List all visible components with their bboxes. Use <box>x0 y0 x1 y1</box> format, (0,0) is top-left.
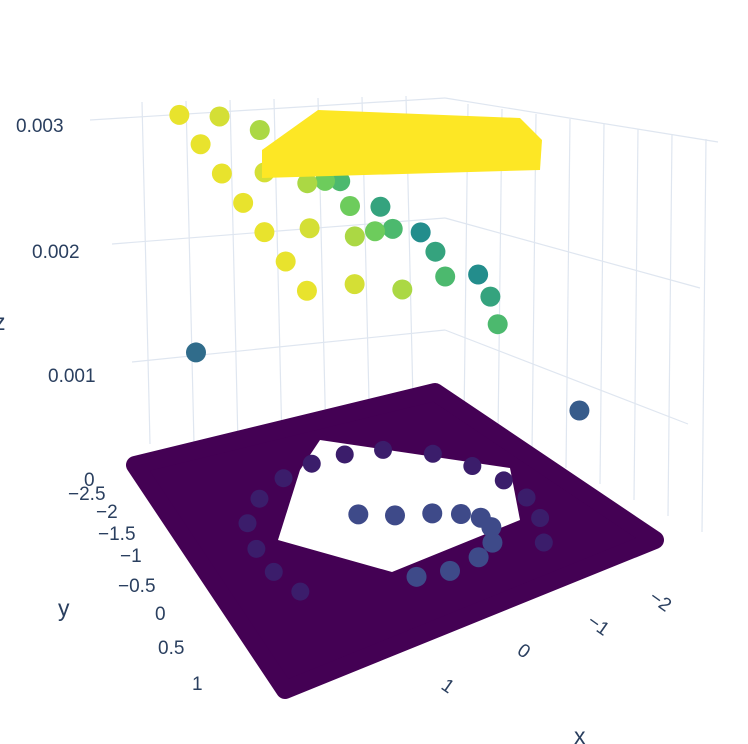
z-axis-title: z <box>0 309 6 335</box>
data-point <box>291 582 310 601</box>
data-point <box>233 192 254 213</box>
data-point <box>531 508 550 527</box>
data-point <box>468 547 489 568</box>
top-dense-points <box>262 110 542 178</box>
gridline <box>701 138 707 533</box>
y-tick-label: 0 <box>155 604 166 625</box>
data-point <box>487 314 508 335</box>
gridline <box>229 99 239 445</box>
y-tick-label: −0.5 <box>118 576 156 597</box>
gridline <box>141 101 151 445</box>
data-point <box>330 171 351 192</box>
y-axis-title: y <box>58 595 70 621</box>
data-point <box>481 517 502 538</box>
data-point <box>406 566 427 587</box>
data-point <box>169 104 190 125</box>
data-point <box>569 400 590 421</box>
y-tick-label: −1 <box>120 546 142 567</box>
data-point <box>370 196 391 217</box>
data-point <box>344 274 365 295</box>
z-tick-label: 0.002 <box>32 242 80 263</box>
y-tick-label: −1.5 <box>98 524 136 545</box>
gridline <box>599 123 605 485</box>
data-point <box>450 504 471 525</box>
x-tick-label: −1 <box>583 611 613 641</box>
y-tick-label: −2 <box>96 502 118 523</box>
data-point <box>382 218 403 239</box>
data-point <box>494 471 513 490</box>
gridline <box>667 133 673 517</box>
y-tick-label: −2.5 <box>68 484 106 505</box>
data-point <box>440 560 460 581</box>
data-point <box>274 469 293 488</box>
data-point <box>385 505 405 526</box>
data-point <box>275 251 296 272</box>
data-point <box>423 444 442 463</box>
z-tick-label: 0.001 <box>48 366 96 387</box>
data-point <box>392 279 413 300</box>
data-point <box>463 457 482 476</box>
x-tick-label: −2 <box>645 587 675 617</box>
data-point <box>425 241 446 262</box>
gridline <box>633 128 639 501</box>
data-point <box>435 266 456 287</box>
data-point <box>302 454 321 473</box>
data-point <box>190 134 211 155</box>
data-point <box>209 106 230 127</box>
data-point <box>238 514 257 533</box>
x-axis-title: x <box>574 723 586 744</box>
data-point <box>296 280 317 301</box>
gridline <box>565 118 571 469</box>
gridline <box>89 97 446 121</box>
data-point <box>480 286 501 307</box>
floor-gap <box>278 440 520 572</box>
z-tick-label: 0.003 <box>16 116 64 137</box>
chart-marks <box>126 104 664 699</box>
data-point <box>517 488 536 507</box>
data-point <box>249 120 270 141</box>
data-point <box>299 218 320 239</box>
y-tick-label: 0.5 <box>158 638 184 659</box>
data-point <box>211 163 232 184</box>
data-point <box>422 503 443 524</box>
data-point <box>410 222 431 243</box>
data-point <box>297 173 318 194</box>
data-point <box>534 533 553 552</box>
data-point <box>482 532 503 553</box>
data-point <box>340 196 360 217</box>
x-tick-label: 1 <box>437 675 458 698</box>
data-point <box>264 562 283 581</box>
data-point <box>250 489 269 508</box>
data-point <box>344 226 365 247</box>
data-point <box>247 539 266 558</box>
gridline <box>531 113 537 453</box>
data-point <box>365 221 385 242</box>
x-tick-label: 0 <box>513 640 534 663</box>
data-point <box>335 445 354 464</box>
y-tick-label: 1 <box>192 674 203 695</box>
data-point <box>348 504 369 525</box>
chart-axis-titles: y x z <box>0 309 586 744</box>
data-point <box>185 342 206 363</box>
data-point <box>468 264 489 285</box>
data-point <box>254 222 275 243</box>
gridline <box>131 329 446 363</box>
gridline <box>185 100 195 445</box>
z-tick-label: 0 <box>84 470 95 491</box>
gridline <box>444 217 701 289</box>
data-point <box>374 440 393 459</box>
